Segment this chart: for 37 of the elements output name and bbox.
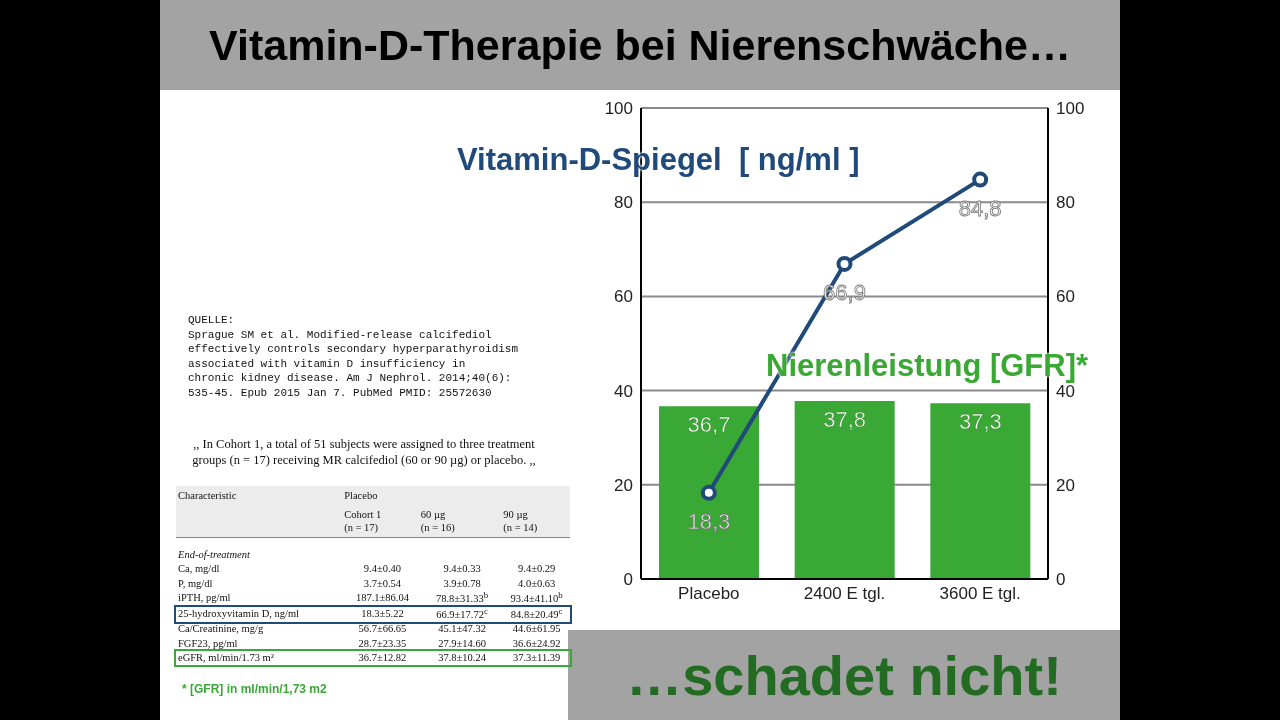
y2-tick-label: 20 [1056, 475, 1075, 495]
y-tick-label: 100 [604, 99, 633, 119]
x-tick-label: Placebo [678, 584, 740, 604]
x-tick-label: 2400 E tgl. [803, 584, 886, 604]
point [972, 171, 989, 188]
text: FGF23, pg/ml 28.7±23.35 27.9±14.60 36.6±24.92 [178, 637, 561, 649]
point [836, 255, 853, 272]
text: * [GFR] in ml/min/1,73 m2 [182, 682, 327, 696]
row-outline: eGFR, ml/min/1.73 m² 36.7±12.82 37.8±10.24 37.3±11.39 [176, 651, 570, 666]
text: Cohort 1 (n = 17) 60 µg (n = 16) 90 µg (n = 14) [344, 509, 538, 533]
text: P, mg/dl 3.7±0.54 3.9±0.78 4.0±0.63 [178, 577, 556, 589]
x-tick-label: 3600 E tgl. [939, 584, 1021, 604]
data-label: 36,7 [687, 412, 731, 438]
data-label: 37,3 [958, 409, 1002, 435]
y-tick-label: 40 [614, 381, 633, 401]
text: Ca, mg/dl 9.4±0.40 9.4±0.33 9.4±0.29 [178, 563, 556, 575]
data-label: 18,3 [687, 508, 731, 534]
source-note: QUELLE: Sprague SM et al. Modified-release calcifediol effectively controls secondary hyperparathyroidism associated with vitamin D insufficiency in chronic kidney disease. Am J Nephrol. 2014;40(6): 535-45. Epub 2015 Jan 7. PubMed PMID: 25572630 [188, 313, 519, 401]
data-label: 84,8 [958, 195, 1002, 221]
y2-tick-label: 100 [1056, 99, 1085, 119]
y2-tick-label: 0 [1056, 570, 1066, 590]
y-tick-label: 60 [614, 287, 633, 307]
text: ,, In Cohort 1, a total of 51 subjects were assigned to three treatment groups (n = 17) receiving MR calcifediol (60 or 90 µg) or placebo. ,, [191, 436, 537, 468]
y-tick-label: 0 [623, 570, 633, 590]
text: End-of-treatment [178, 549, 250, 560]
y-tick-label: 20 [614, 475, 633, 495]
text: …schadet nicht! [626, 642, 1062, 708]
row-outline: 25-hydroxyvitamin D, ng/ml 18.3±5.22 66.9±17.72$^{c}$ 84.8±20.49$^{c}$ [176, 606, 570, 623]
y2-tick-label: 60 [1056, 287, 1075, 307]
text: iPTH, pg/ml 187.1±86.04 78.8±31.33$^{b}$ 93.4±41.10$^{b}$ [178, 589, 563, 605]
text: Ca/Creatinine, mg/g 56.7±66.65 45.1±47.32 44.6±61.95 [178, 623, 561, 635]
point [700, 484, 717, 501]
y-tick-label: 80 [614, 193, 633, 213]
y2-tick-label: 80 [1056, 193, 1075, 213]
data-label: 37,8 [823, 406, 867, 432]
text: Characteristic Placebo [178, 490, 378, 501]
chart-title: Vitamin-D-Therapie bei Nierenschwäche… [209, 20, 1071, 70]
